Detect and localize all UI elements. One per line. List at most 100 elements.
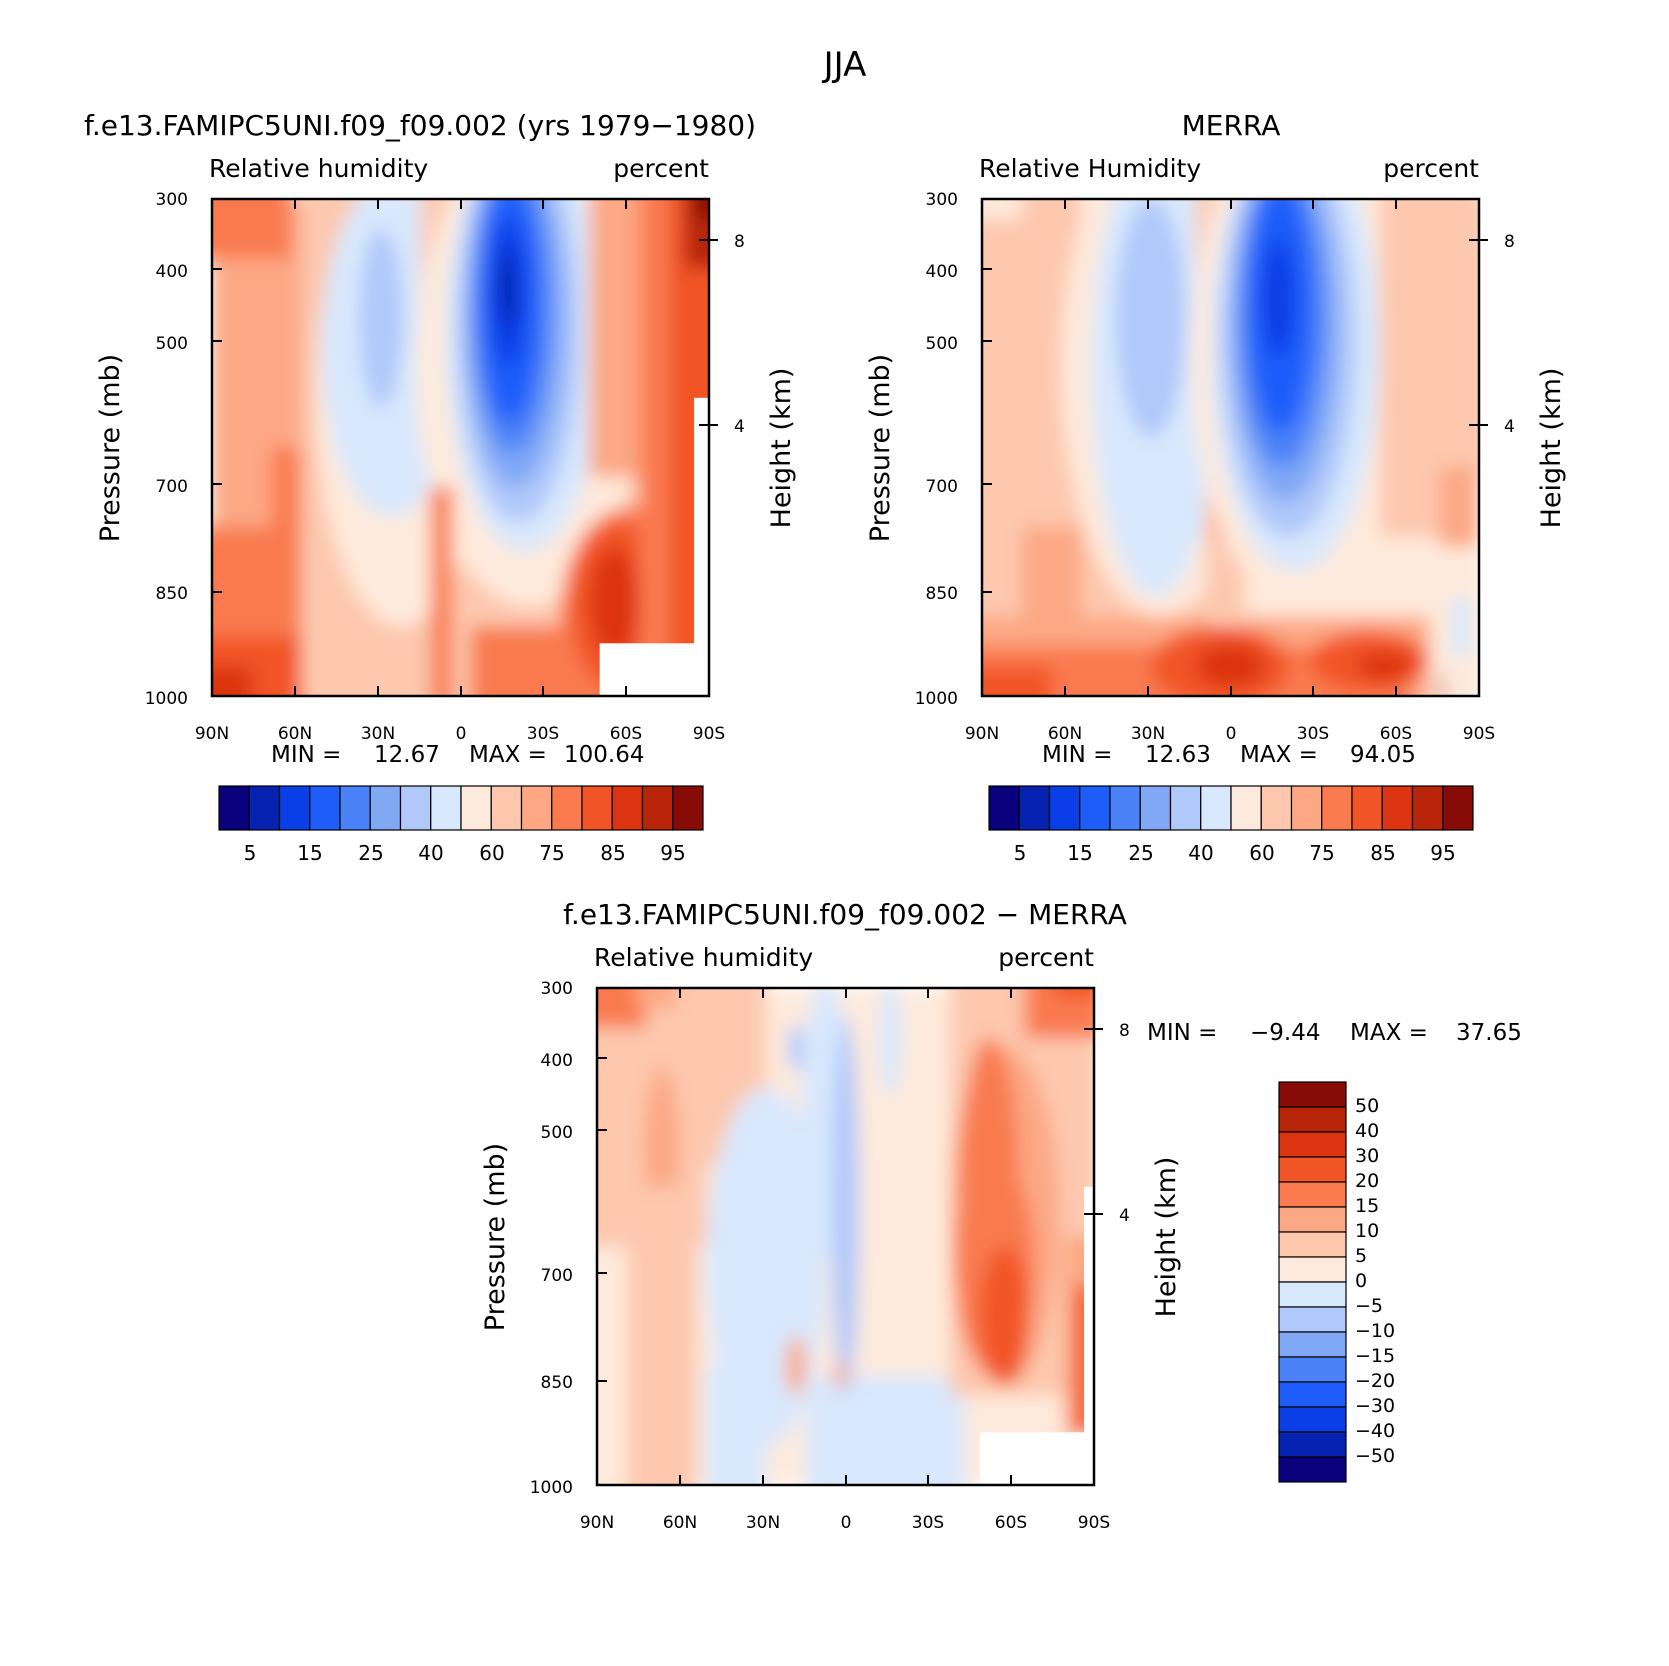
colorbar-swatch	[1260, 785, 1293, 831]
colorbar-label: −10	[1355, 1320, 1395, 1342]
y-tick-label: 850	[156, 584, 188, 604]
x-tick-label: 30S	[1297, 724, 1329, 744]
colorbar-swatch	[1278, 1156, 1347, 1183]
colorbar-label: 25	[1128, 841, 1153, 865]
panel-obs-height-ticklabels: 8 4	[1504, 232, 1515, 437]
panel-diff-variable: Relative humidity	[594, 943, 813, 972]
colorbar-swatch	[611, 785, 644, 831]
colorbar-swatch	[1278, 1256, 1347, 1283]
panel-diff-y-ticklabels: 300 400 500 700 850 1000	[530, 979, 573, 1498]
panel-diff-stats: MIN = −9.44 MAX = 37.65	[1147, 1020, 1522, 1046]
colorbar-swatch	[1278, 1181, 1347, 1208]
x-tick-label: 90N	[195, 724, 229, 744]
colorbar-swatch	[1321, 785, 1353, 831]
panel-model-ticks	[211, 199, 718, 696]
colorbar-swatch	[551, 785, 583, 831]
max-value: 37.65	[1456, 1020, 1522, 1046]
y-tick-label: 850	[926, 584, 958, 604]
panel-obs-title: MERRA	[1182, 109, 1281, 142]
colorbar-label: 95	[660, 841, 685, 865]
panel-model-field	[212, 199, 709, 696]
max-label: MAX =	[1240, 742, 1318, 768]
panel-model-ylabel-right: Height (km)	[766, 368, 797, 529]
colorbar-swatch	[1230, 785, 1262, 831]
min-label: MIN =	[1147, 1020, 1217, 1046]
height-tick-label: 8	[1119, 1021, 1130, 1041]
panel-diff-ylabel: Pressure (mb)	[480, 1143, 511, 1331]
y-tick-label: 300	[926, 190, 958, 210]
colorbar-swatch	[1351, 785, 1383, 831]
colorbar-swatch	[1278, 1381, 1347, 1408]
panel-model: f.e13.FAMIPC5UNI.f09_f09.002 (yrs 1979−1…	[84, 109, 797, 865]
colorbar-swatch	[460, 785, 492, 831]
colorbar-label: 40	[418, 841, 443, 865]
colorbar-label: −20	[1355, 1370, 1395, 1392]
min-value: 12.63	[1145, 742, 1211, 768]
max-value: 100.64	[564, 742, 644, 768]
y-tick-label: 700	[926, 477, 958, 497]
height-tick-label: 8	[734, 232, 745, 252]
panel-model-colorbar-labels: 5 15 25 40 60 75 85 95	[244, 841, 686, 865]
colorbar-label: −5	[1355, 1295, 1383, 1317]
panel-diff-colorbar-labels: 50 40 30 20 15 10 5 0 −5 −10 −15 −20 −30…	[1355, 1095, 1395, 1467]
colorbar-label: 75	[1309, 841, 1334, 865]
panel-obs-x-ticklabels: 90N 60N 30N 0 30S 60S 90S	[965, 724, 1495, 744]
figure-title: JJA	[822, 45, 867, 85]
colorbar-swatch	[1278, 1106, 1347, 1133]
panel-model-x-ticklabels: 90N 60N 30N 0 30S 60S 90S	[195, 724, 725, 744]
colorbar-swatch	[369, 785, 402, 831]
max-label: MAX =	[469, 742, 547, 768]
y-tick-label: 500	[541, 1123, 573, 1143]
colorbar-swatch	[1381, 785, 1414, 831]
colorbar-label: 5	[1355, 1245, 1367, 1267]
colorbar-swatch	[1411, 785, 1444, 831]
y-tick-label: 300	[541, 979, 573, 999]
colorbar-swatch	[1278, 1356, 1347, 1383]
colorbar-label: 15	[1067, 841, 1092, 865]
x-tick-label: 0	[1226, 724, 1237, 744]
panel-model-units: percent	[613, 154, 709, 183]
colorbar-swatch	[1018, 785, 1051, 831]
colorbar-label: −50	[1355, 1445, 1395, 1467]
y-tick-label: 500	[926, 334, 958, 354]
colorbar-swatch	[399, 785, 432, 831]
panel-diff-x-ticklabels: 90N 60N 30N 0 30S 60S 90S	[580, 1513, 1110, 1533]
colorbar-label: 60	[1249, 841, 1274, 865]
panel-model-variable: Relative humidity	[209, 154, 428, 183]
panel-obs: MERRA Relative Humidity percent	[865, 109, 1567, 865]
colorbar-label: 40	[1355, 1120, 1379, 1142]
colorbar-label: 60	[479, 841, 504, 865]
y-tick-label: 1000	[915, 689, 958, 709]
colorbar-swatch	[1200, 785, 1232, 831]
colorbar-swatch	[1278, 1456, 1347, 1483]
panel-model-y-ticklabels: 300 400 500 700 850 1000	[145, 190, 188, 709]
colorbar-swatch	[988, 785, 1020, 831]
panel-model-ylabel: Pressure (mb)	[95, 354, 126, 542]
panel-obs-ylabel: Pressure (mb)	[865, 354, 896, 542]
y-tick-label: 1000	[530, 1478, 573, 1498]
x-tick-label: 0	[841, 1513, 852, 1533]
colorbar-label: −15	[1355, 1345, 1395, 1367]
height-tick-label: 4	[734, 417, 745, 437]
panel-diff-title: f.e13.FAMIPC5UNI.f09_f09.002 − MERRA	[563, 898, 1127, 931]
x-tick-label: 60S	[1380, 724, 1412, 744]
max-value: 94.05	[1350, 742, 1416, 768]
colorbar-swatch	[278, 785, 311, 831]
colorbar-label: 30	[1355, 1145, 1379, 1167]
colorbar-label: 0	[1355, 1270, 1367, 1292]
panel-obs-y-ticklabels: 300 400 500 700 850 1000	[915, 190, 958, 709]
colorbar-swatch	[1278, 1406, 1347, 1433]
panel-model-title: f.e13.FAMIPC5UNI.f09_f09.002 (yrs 1979−1…	[84, 109, 756, 142]
panel-model-stats: MIN = 12.67 MAX = 100.64	[271, 742, 644, 768]
x-tick-label: 60S	[610, 724, 642, 744]
colorbar-swatch	[309, 785, 341, 831]
colorbar-label: −40	[1355, 1420, 1395, 1442]
panel-obs-ticks	[981, 199, 1488, 696]
panel-diff-ticks	[596, 988, 1103, 1485]
y-tick-label: 400	[156, 262, 188, 282]
x-tick-label: 90S	[1463, 724, 1495, 744]
colorbar-swatch	[672, 785, 704, 831]
colorbar-label: 20	[1355, 1170, 1379, 1192]
height-tick-label: 8	[1504, 232, 1515, 252]
x-tick-label: 90N	[965, 724, 999, 744]
